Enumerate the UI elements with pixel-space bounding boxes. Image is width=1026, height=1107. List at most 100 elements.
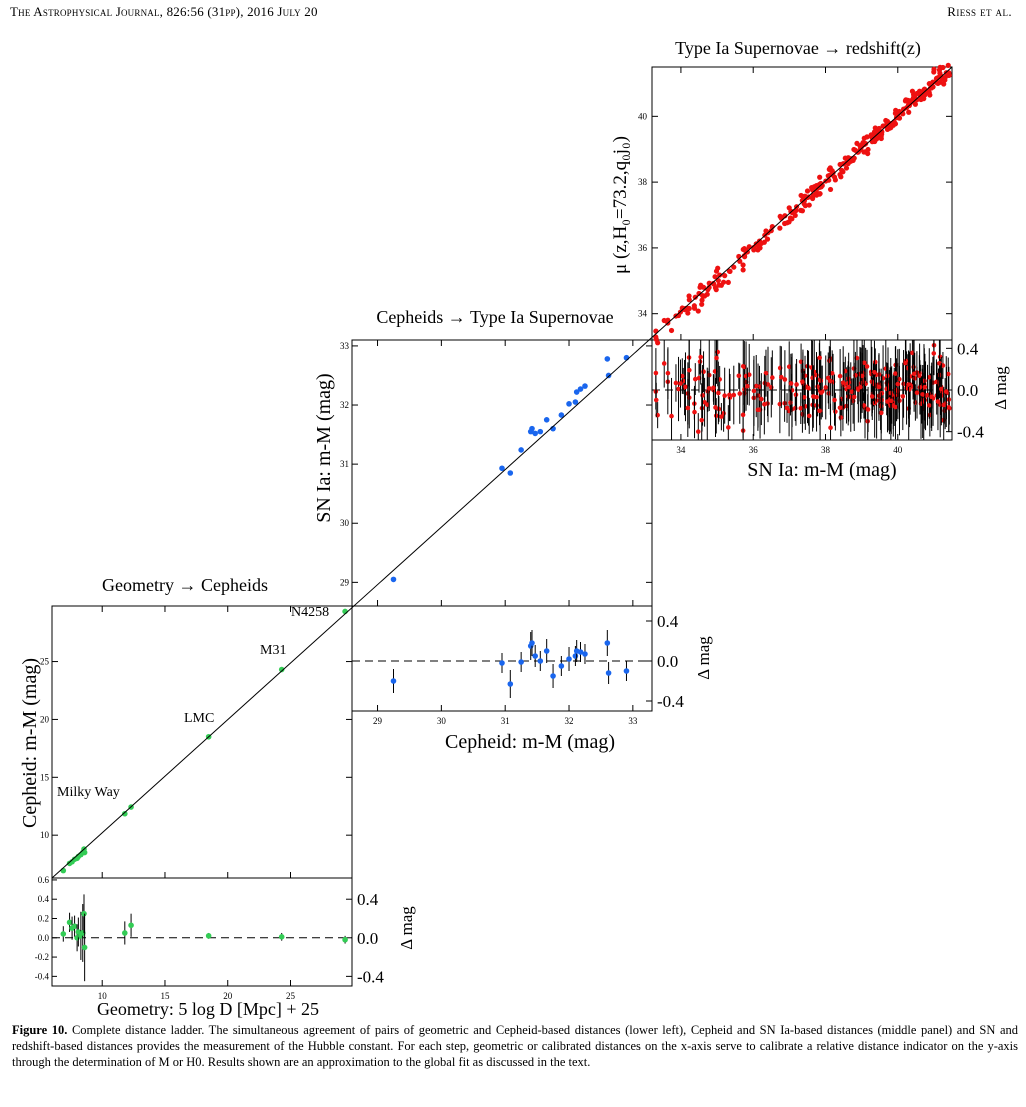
residual-point	[605, 670, 612, 676]
x-tick-label: 40	[893, 445, 903, 455]
residual-point	[885, 399, 890, 404]
data-point	[892, 121, 899, 127]
residual-point	[818, 390, 824, 395]
y-tick-label: 30	[340, 518, 350, 528]
data-point	[704, 291, 710, 297]
panel1-xlabel: Geometry: 5 log D [Mpc] + 25	[97, 999, 319, 1019]
residual-point	[740, 412, 746, 418]
residual-point	[278, 934, 285, 940]
resid-tick-label: 0.4	[657, 612, 679, 631]
resid-tick-label: 0.0	[957, 381, 978, 400]
residual-point	[786, 364, 792, 370]
data-point	[532, 430, 538, 437]
data-point	[859, 141, 865, 147]
residual-point	[499, 660, 505, 666]
residual-point	[692, 409, 697, 415]
data-point	[919, 92, 926, 98]
one-to-one-line	[51, 66, 953, 879]
data-point	[558, 412, 565, 418]
residual-point	[893, 371, 898, 376]
resid-tick-label: 0.2	[38, 914, 49, 924]
y-tick-label: 29	[340, 577, 350, 587]
residual-point	[731, 392, 737, 398]
data-point	[872, 125, 878, 131]
annotation-lmc: LMC	[184, 711, 214, 726]
residual-point	[910, 350, 915, 356]
data-point	[865, 146, 871, 153]
data-point	[909, 88, 916, 94]
residual-point	[937, 360, 942, 366]
residual-point	[700, 393, 705, 398]
data-point	[784, 220, 790, 226]
data-point	[566, 401, 572, 407]
data-point	[740, 267, 746, 273]
residual-point	[859, 373, 865, 379]
resid-tick-label: -0.4	[357, 967, 384, 986]
residual-point	[687, 367, 692, 373]
residual-point	[939, 393, 945, 398]
residual-point	[529, 640, 535, 646]
resid-tick-label: 0.0	[357, 929, 378, 948]
residual-point	[765, 382, 771, 387]
data-point	[869, 139, 875, 145]
data-point	[799, 197, 805, 204]
residual-point	[669, 413, 674, 419]
x-tick-label: 31	[501, 716, 510, 726]
data-point	[817, 174, 823, 180]
data-point	[390, 576, 397, 583]
resid-tick-label: 0.0	[38, 933, 50, 943]
data-point	[926, 89, 932, 96]
data-point	[764, 236, 771, 242]
panel3-ylabel: μ (z,H₀=73.2,q₀j₀)	[610, 136, 631, 274]
data-point	[918, 96, 924, 103]
residual-point	[716, 390, 721, 396]
residual-point	[888, 390, 894, 396]
panel1-title: Geometry → Cepheids	[102, 575, 268, 595]
residual-point	[861, 360, 867, 366]
residual-point	[864, 364, 870, 369]
residual-point	[762, 401, 767, 407]
residual-point	[938, 386, 944, 392]
resid-tick-label: -0.4	[35, 971, 50, 981]
residual-point	[696, 375, 702, 381]
residual-point	[888, 398, 894, 404]
data-point	[806, 202, 812, 208]
data-point	[712, 274, 718, 280]
residual-point	[784, 405, 790, 411]
data-point	[699, 297, 705, 303]
residual-point	[736, 373, 742, 379]
data-point	[604, 356, 611, 362]
data-point	[827, 172, 833, 178]
y-tick-label: 25	[40, 657, 50, 667]
panel2-ylabel: SN Ia: m-M (mag)	[313, 373, 335, 522]
data-point	[761, 239, 767, 245]
residual-point	[912, 376, 918, 381]
y-tick-label: 15	[40, 772, 50, 782]
residual-point	[872, 359, 878, 365]
data-point	[692, 294, 698, 300]
residual-point	[798, 405, 804, 411]
residual-point	[851, 394, 857, 400]
residual-point	[699, 417, 705, 423]
residual-point	[946, 405, 952, 410]
residual-point	[884, 386, 889, 392]
data-point	[577, 386, 584, 392]
data-point	[661, 317, 667, 324]
residual-point	[869, 394, 875, 399]
data-point	[529, 425, 535, 432]
residual-point	[832, 397, 837, 403]
residual-point	[788, 400, 793, 405]
resid-tick-label: 0.4	[38, 894, 50, 904]
residual-point	[878, 410, 884, 416]
residual-point	[518, 659, 524, 665]
x-tick-label: 34	[676, 445, 686, 455]
data-point	[499, 465, 505, 472]
data-point	[852, 147, 858, 153]
residual-point	[879, 391, 885, 396]
panel3-xlabel: SN Ia: m-M (mag)	[747, 459, 896, 481]
data-point	[945, 62, 951, 68]
residual-point	[755, 407, 761, 413]
resid-tick-label: 0.4	[357, 890, 379, 909]
data-point	[653, 336, 659, 342]
residual-point	[926, 403, 932, 408]
